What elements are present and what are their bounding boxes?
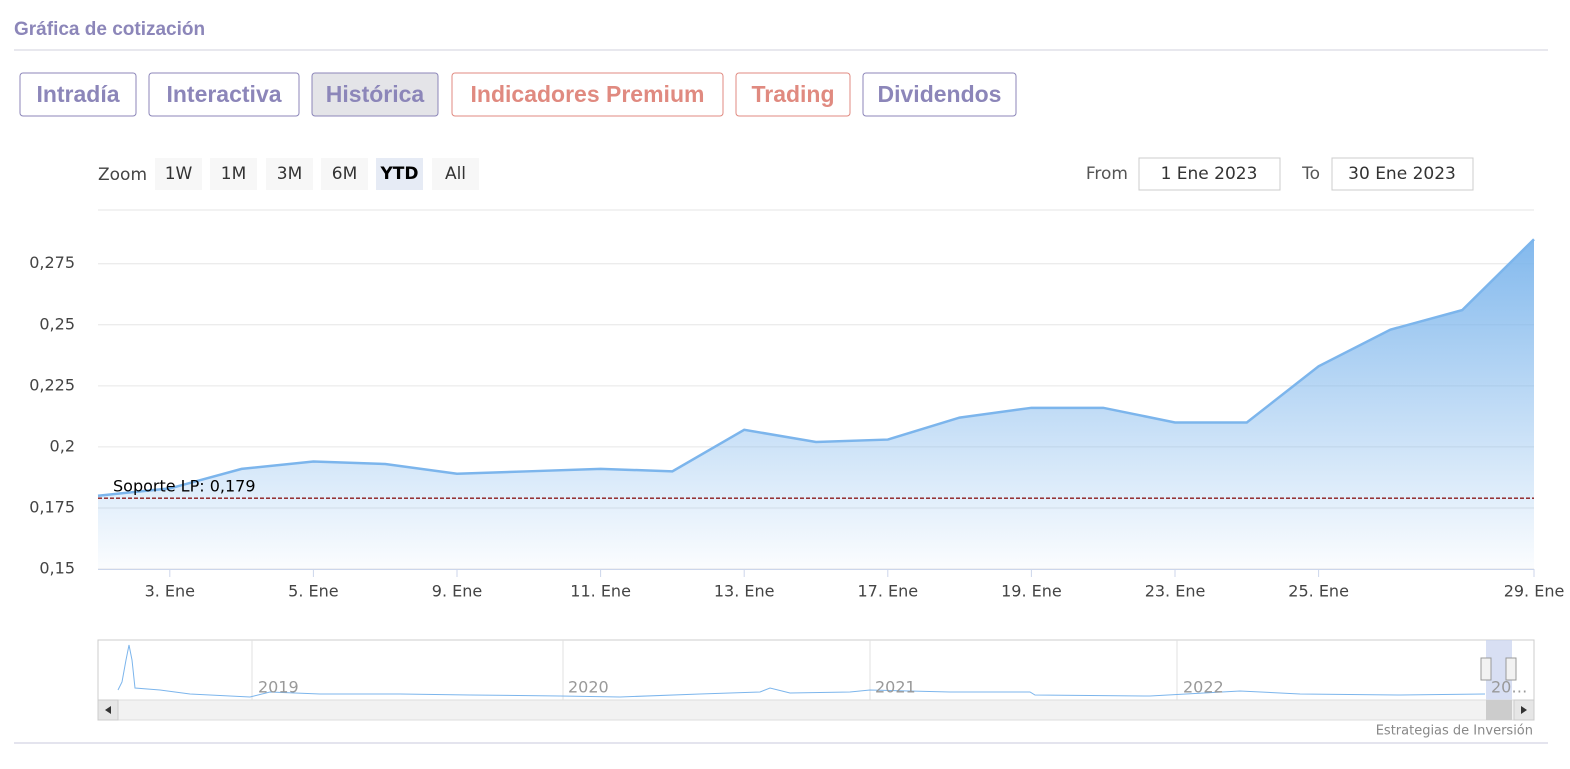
to-date: 30 Ene 2023 <box>1348 164 1456 184</box>
tab-label: Indicadores Premium <box>471 81 705 107</box>
zoom-button-label: 1W <box>165 164 193 184</box>
tab-label: Histórica <box>326 81 425 107</box>
tab-label: Intradía <box>36 81 119 107</box>
x-tick-label: 23. Ene <box>1145 582 1206 601</box>
zoom-button[interactable] <box>210 158 257 190</box>
y-tick-label: 0,225 <box>29 375 75 394</box>
tab[interactable] <box>19 72 137 117</box>
y-tick-label: 0,2 <box>50 436 75 455</box>
zoom-button-label: 6M <box>332 164 357 184</box>
scrollbar <box>97 699 1535 721</box>
zoom-button[interactable] <box>266 158 313 190</box>
x-tick-label: 5. Ene <box>288 582 338 601</box>
navigator-grid <box>251 640 1178 700</box>
from-date: 1 Ene 2023 <box>1161 164 1258 184</box>
tab[interactable] <box>451 72 724 117</box>
scroll-thumb[interactable] <box>1486 700 1512 720</box>
credit: Estrategias de Inversión <box>1376 724 1533 739</box>
y-tick-label: 0,15 <box>39 559 75 578</box>
tab-label: Trading <box>751 81 834 107</box>
date-input[interactable] <box>1138 157 1281 191</box>
from-label: From <box>1086 164 1128 184</box>
tab-label: Dividendos <box>878 81 1002 107</box>
zoom-button-label: 3M <box>277 164 302 184</box>
plot-line-label: Soporte LP: 0,179 <box>113 477 256 496</box>
tab-label: Interactiva <box>166 81 281 107</box>
navigator <box>97 639 1535 701</box>
line <box>97 238 1535 497</box>
navigator-label: 2020 <box>568 678 609 697</box>
zoom-label: Zoom <box>98 165 147 185</box>
x-tick-label: 29. Ene <box>1504 582 1565 601</box>
date-input[interactable] <box>1331 157 1474 191</box>
tab[interactable] <box>148 72 300 117</box>
tab[interactable] <box>311 72 439 117</box>
x-tick-label: 9. Ene <box>432 582 482 601</box>
zoom-button-label: YTD <box>379 164 418 184</box>
x-tick-label: 13. Ene <box>714 582 775 601</box>
y-tick-label: 0,175 <box>29 497 75 516</box>
navigator-handle[interactable] <box>1480 657 1492 681</box>
zoom-button[interactable] <box>376 158 423 190</box>
y-tick-label: 0,275 <box>29 253 75 272</box>
navigator-label: 20… <box>1491 678 1527 697</box>
y-tick-label: 0,25 <box>39 314 75 333</box>
navigator-handle[interactable] <box>1505 657 1517 681</box>
navigator-label: 2019 <box>258 678 299 697</box>
navigator-label: 2022 <box>1183 678 1224 697</box>
tab[interactable] <box>735 72 851 117</box>
zoom-button[interactable] <box>432 158 479 190</box>
x-tick-label: 17. Ene <box>857 582 918 601</box>
x-tick-label: 19. Ene <box>1001 582 1062 601</box>
x-tick-label: 11. Ene <box>570 582 631 601</box>
section-title: Gráfica de cotización <box>14 19 205 40</box>
to-label: To <box>1301 164 1320 184</box>
arrow <box>1521 706 1527 714</box>
x-tick-label: 3. Ene <box>145 582 195 601</box>
area <box>98 239 1534 569</box>
zoom-button[interactable] <box>155 158 202 190</box>
arrow <box>105 706 111 714</box>
zoom-button[interactable] <box>321 158 368 190</box>
tab[interactable] <box>862 72 1017 117</box>
x-tick-label: 25. Ene <box>1288 582 1349 601</box>
zoom-button-label: 1M <box>221 164 246 184</box>
zoom-button-label: All <box>445 164 466 184</box>
navigator-line <box>117 644 1486 698</box>
navigator-label: 2021 <box>875 678 916 697</box>
